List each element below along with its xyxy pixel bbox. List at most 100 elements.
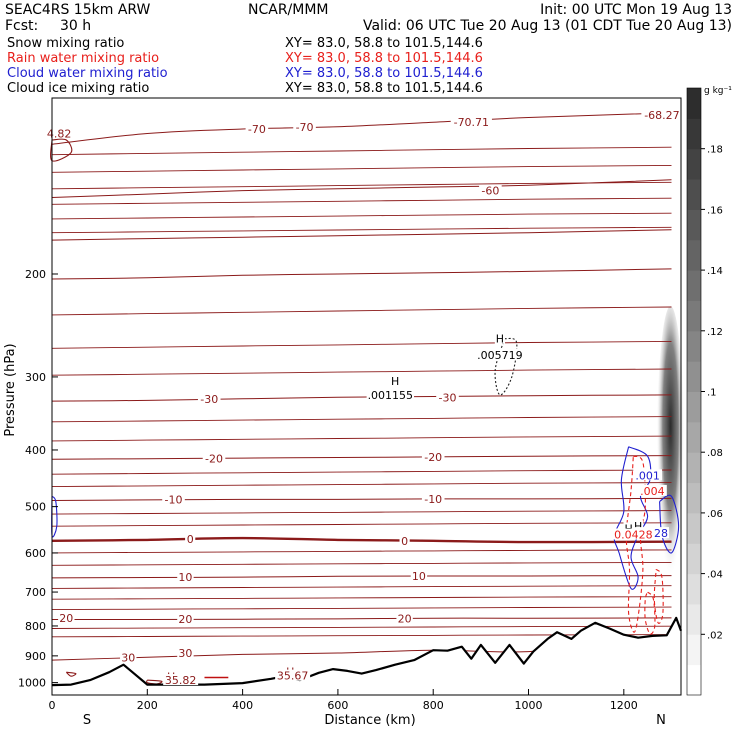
point-label: 0.0428	[614, 528, 653, 541]
y-tick-label: 900	[25, 650, 46, 663]
colorbar-segment	[687, 300, 701, 332]
contour-line-minor	[51, 435, 672, 442]
temperature-label: -30	[439, 391, 457, 404]
colorbar-tick-label: .04	[707, 570, 723, 581]
plot-background	[52, 98, 681, 695]
contour-line-minor	[51, 585, 672, 589]
contour-line-10	[51, 575, 672, 579]
temperature-label-bg	[436, 391, 459, 403]
temperature-label: 0	[401, 535, 408, 548]
point-label-bg	[638, 484, 667, 496]
y-tick-label: 500	[25, 501, 46, 514]
contour-line-closed	[50, 138, 73, 162]
fcst-label: Fcst:	[5, 18, 38, 34]
colorbar-segment	[687, 603, 701, 635]
point-label: .001	[635, 469, 660, 482]
field-xy-snow: XY= 83.0, 58.8 to 101.5,144.6	[285, 36, 483, 51]
colorbar-tick-label: .1	[707, 388, 717, 399]
contour-line-upper	[51, 146, 672, 156]
x-tick-label: 400	[232, 699, 253, 712]
contour-line-m60	[51, 179, 672, 198]
colorbar-tick-label: .16	[707, 205, 723, 216]
temperature-label-bg	[399, 534, 410, 546]
temperature-label: 0	[187, 533, 194, 546]
point-label-bg	[612, 528, 654, 540]
temperature-label: -30	[200, 393, 218, 406]
x-tick-label: 0	[49, 699, 56, 712]
init-time: Init: 00 UTC Mon 19 Aug 13	[540, 2, 732, 18]
colorbar-tick-label: .08	[707, 448, 723, 459]
temperature-label-bg	[396, 612, 413, 624]
snow-plume	[656, 306, 685, 607]
point-label-bg	[623, 522, 634, 534]
x-tick-label: 1200	[610, 699, 638, 712]
x-tick-label: 600	[327, 699, 348, 712]
colorbar-segment	[687, 118, 701, 150]
temperature-label-bg	[120, 651, 137, 663]
point-label: H	[634, 520, 642, 533]
header: SEAC4RS 15km ARW NCAR/MMM Init: 00 UTC M…	[5, 2, 732, 96]
contour-line-upper	[51, 181, 672, 190]
y-tick-label: 300	[25, 371, 46, 384]
temperature-label: 30	[178, 647, 192, 660]
colorbar-tick-label: .12	[707, 327, 723, 338]
contour-line-upper	[51, 164, 672, 173]
contour-labels: -70 -70 -70.71 -68.27 -60 -30 -30 -20 -20 -10 -10 0…	[44, 109, 683, 687]
temperature-label: 30	[121, 651, 135, 664]
colorbar-segment	[687, 421, 701, 453]
point-label-bg	[163, 674, 199, 686]
temperature-label: -68.27	[644, 109, 679, 122]
plot-frame	[51, 97, 682, 696]
contour-line-closed	[65, 671, 77, 677]
point-label: .005719	[477, 349, 523, 362]
fcst-value: 30 h	[60, 18, 91, 34]
axis-end-right: N	[656, 713, 666, 728]
contour-line-20	[51, 617, 672, 621]
temperature-label-bg	[197, 392, 221, 404]
temperature-label: 20	[178, 613, 192, 626]
colorbar-segment	[687, 330, 701, 362]
y-axis-title: Pressure (hPa)	[3, 343, 18, 436]
colorbar-tick-label: .14	[707, 266, 723, 277]
colorbar-segment	[687, 270, 701, 301]
temperature-label: -20	[424, 451, 442, 464]
x-tick-label: 200	[137, 699, 158, 712]
temperature-label: 10	[178, 571, 192, 584]
field-label-rain: Rain water mixing ratio	[7, 51, 159, 66]
point-label: 35.82	[165, 674, 197, 687]
temperature-label-bg	[245, 123, 269, 135]
contour-line-minor	[51, 416, 672, 423]
point-label: 4.82	[47, 127, 72, 140]
y-tick-label: 200	[25, 268, 46, 281]
temperature-label-bg	[421, 450, 445, 462]
colorbar-segment	[687, 543, 701, 575]
axes: 0 200 400 600 800 1000 12002003004005006007008…	[18, 97, 682, 712]
colorbar-segment	[687, 148, 701, 180]
contour-line-m50	[51, 229, 672, 241]
temperature-label-bg	[177, 613, 194, 625]
rain-water-contour	[644, 591, 656, 635]
temperature-label: 10	[412, 570, 426, 583]
contour-line-m30	[51, 394, 672, 402]
colorbar-segment	[687, 482, 701, 514]
field-xy-rain: XY= 83.0, 58.8 to 101.5,144.6	[285, 51, 483, 66]
field-xy-cloud-water: XY= 83.0, 58.8 to 101.5,144.6	[285, 66, 483, 81]
field-label-cloud-water: Cloud water mixing ratio	[7, 66, 168, 81]
cloud-water-contour	[613, 446, 652, 590]
temperature-label: -20	[205, 453, 223, 466]
point-label: H	[391, 375, 399, 388]
colorbar-segment	[687, 391, 701, 423]
contour-line-minor	[51, 634, 672, 638]
temperature-label-bg	[450, 116, 492, 128]
temperature-label-bg	[293, 120, 316, 132]
contour-line-minor	[51, 561, 672, 566]
y-tick-label: 700	[25, 586, 46, 599]
contour-line-minor	[51, 306, 672, 316]
temperature-label-bg	[410, 569, 428, 581]
contour-line-minor	[51, 340, 672, 349]
terrain-fill	[52, 617, 681, 695]
model-title: SEAC4RS 15km ARW	[5, 2, 151, 18]
contour-line-minor	[51, 510, 672, 515]
colorbar-segment	[687, 209, 701, 241]
